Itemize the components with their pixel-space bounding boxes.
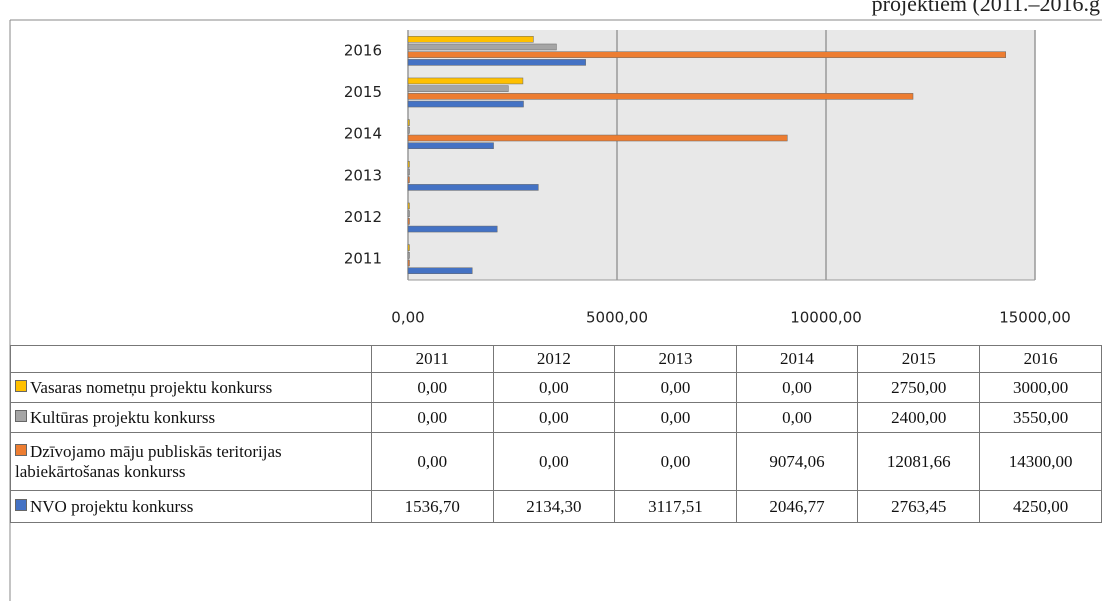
chart-title: projektiem (2011.–2016.g [872,0,1100,16]
bar [407,225,498,233]
value-cell: 3550,00 [979,402,1102,433]
value-cell: 2750,00 [857,372,981,403]
value-cell: 0,00 [735,372,859,403]
legend-swatch [15,498,27,511]
bar [407,93,914,100]
legend-swatch [15,443,27,456]
value-cell: 1536,70 [370,490,494,523]
bar [407,100,524,108]
value-cell: 0,00 [735,402,859,433]
bar [407,77,524,85]
legend-cell: Vasaras nometņu projektu konkurss [10,372,372,403]
value-cell: 0,00 [370,432,494,491]
bar [407,210,410,217]
table-row: Kultūras projektu konkurss 0,00 0,00 0,00 0,… [10,402,1102,433]
legend-label: Dzīvojamo māju publiskās teritorijas lab… [15,441,282,481]
year-header: 2013 [614,345,737,373]
y-tick-label: 2014 [344,125,382,143]
bar [407,142,494,149]
value-cell: 0,00 [492,432,616,491]
legend-cell: Dzīvojamo māju publiskās teritorijas lab… [10,432,372,491]
y-tick-label: 2016 [344,41,382,59]
value-cell: 0,00 [492,402,616,433]
value-cell: 3117,51 [614,490,737,523]
y-tick-label: 2015 [344,83,382,101]
year-header: 2012 [492,345,616,373]
bar [407,184,539,191]
value-cell: 14300,00 [979,432,1102,491]
legend-label: Kultūras projektu konkurss [30,407,216,427]
value-cell: 0,00 [614,372,737,403]
bar [407,176,410,183]
bar [407,134,788,142]
value-cell: 0,00 [492,372,616,403]
y-tick-label: 2013 [344,166,382,184]
bar [407,168,410,176]
bar [407,244,410,251]
legend-label: NVO projektu konkurss [30,496,194,516]
value-cell: 4250,00 [979,490,1102,523]
value-cell: 2400,00 [857,402,981,433]
bar [407,202,410,210]
value-cell: 2763,45 [857,490,981,523]
value-cell: 0,00 [370,402,494,433]
x-tick-label: 0,00 [391,309,424,327]
corner-cell [10,345,372,373]
year-header: 2015 [857,345,981,373]
data-table: 2011 2012 2013 2014 2015 2016 Vasaras nometņu … [10,345,1102,523]
y-tick-label: 2012 [344,208,382,226]
bar [407,218,410,225]
legend-cell: Kultūras projektu konkurss [10,402,372,433]
value-cell: 2046,77 [735,490,859,523]
bar [407,267,473,274]
legend-swatch [15,409,27,422]
y-tick-label: 2011 [344,250,382,268]
bar [407,252,410,259]
table-row: Vasaras nometņu projektu konkurss 0,00 0,0… [10,372,1102,403]
year-header: 2014 [735,345,859,373]
bar [407,119,410,126]
value-cell: 0,00 [614,402,737,433]
table-header: 2011 2012 2013 2014 2015 2016 [10,345,1102,373]
bar [407,36,534,43]
bar [407,161,410,168]
legend-swatch [15,379,27,392]
year-header: 2016 [979,345,1102,373]
value-cell: 0,00 [614,432,737,491]
bar [407,127,410,134]
year-header: 2011 [370,345,494,373]
legend-cell: NVO projektu konkurss [10,490,372,523]
value-cell: 12081,66 [857,432,981,491]
table-row: NVO projektu konkurss 1536,70 2134,30 3117,… [10,490,1102,523]
legend-label: Vasaras nometņu projektu konkurss [30,377,273,397]
value-cell: 2134,30 [492,490,616,523]
value-cell: 9074,06 [735,432,859,491]
plot-area [408,30,1035,280]
x-tick-label: 5000,00 [586,309,648,327]
x-tick-label: 15000,00 [999,309,1071,327]
bar [407,259,410,267]
value-cell: 3000,00 [979,372,1102,403]
bar [407,51,1006,58]
bar [407,85,509,92]
bar [407,43,557,51]
table-row: Dzīvojamo māju publiskās teritorijas lab… [10,432,1102,491]
x-tick-label: 10000,00 [790,309,862,327]
value-cell: 0,00 [370,372,494,403]
bar [407,59,586,66]
